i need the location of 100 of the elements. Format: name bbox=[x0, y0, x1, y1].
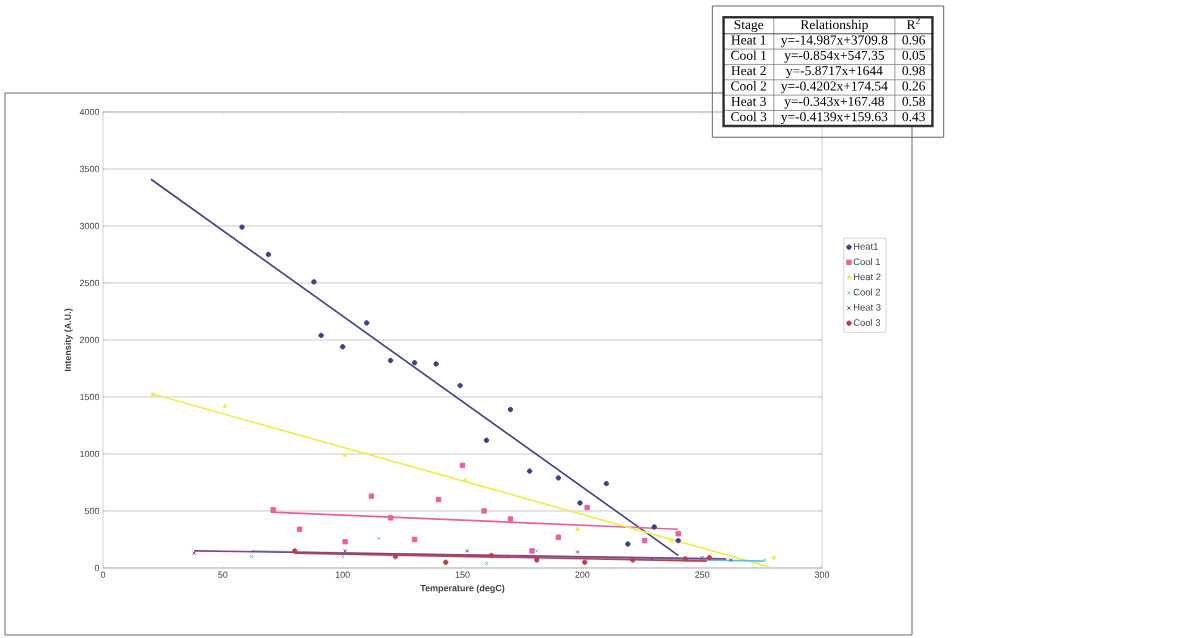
point bbox=[462, 477, 468, 482]
point bbox=[222, 403, 228, 408]
text: Heat 3 bbox=[731, 96, 766, 106]
point bbox=[433, 361, 439, 367]
point bbox=[728, 557, 733, 563]
legend-label: Heat 2 bbox=[853, 273, 881, 281]
text: 0.96 bbox=[902, 35, 926, 45]
y-tick-label: 1500 bbox=[80, 393, 100, 401]
point bbox=[534, 548, 539, 553]
point bbox=[700, 555, 705, 560]
text: 0.26 bbox=[902, 81, 926, 91]
text: Heat 1 bbox=[731, 35, 766, 45]
x-tick-label: 0 bbox=[100, 571, 106, 578]
y-tick-label: 3000 bbox=[79, 222, 100, 230]
point bbox=[392, 553, 399, 560]
point bbox=[481, 508, 487, 514]
point bbox=[457, 382, 463, 389]
point bbox=[339, 344, 346, 350]
text: y=-0.854x+547.35 bbox=[784, 50, 885, 63]
point bbox=[150, 392, 156, 397]
x-tick-label: 100 bbox=[335, 571, 350, 578]
point bbox=[443, 559, 449, 565]
y-tick-label: 500 bbox=[84, 507, 100, 515]
text: Cool 2 bbox=[731, 81, 767, 91]
text: R$^{2}$ bbox=[906, 17, 920, 30]
point bbox=[363, 320, 370, 326]
point bbox=[584, 504, 590, 511]
annotation: Cool 3 bbox=[731, 111, 767, 122]
point bbox=[296, 526, 303, 532]
point bbox=[577, 500, 583, 506]
point bbox=[292, 548, 298, 554]
text: Stage bbox=[734, 20, 764, 32]
point bbox=[625, 541, 631, 547]
point bbox=[668, 537, 674, 543]
legend-label: Cool 2 bbox=[853, 288, 881, 296]
point bbox=[318, 332, 324, 339]
text: 0.98 bbox=[902, 66, 925, 76]
y-tick-label: 3500 bbox=[79, 165, 100, 173]
point bbox=[465, 548, 470, 553]
y-tick-label: 1000 bbox=[80, 450, 100, 458]
point bbox=[582, 559, 588, 565]
text: y=-14.987x+3709.8 bbox=[780, 35, 888, 48]
point bbox=[526, 468, 533, 474]
text: 0.43 bbox=[902, 112, 925, 122]
point bbox=[706, 555, 713, 561]
x-tick-label: 200 bbox=[575, 571, 590, 578]
point bbox=[342, 539, 348, 545]
point bbox=[682, 556, 689, 562]
annotation: y=-0.4139x+159.63 bbox=[780, 112, 888, 125]
point bbox=[343, 548, 348, 553]
x-tick-label: 300 bbox=[814, 571, 830, 578]
text: y=-0.343x+167.48 bbox=[784, 96, 885, 109]
point bbox=[192, 551, 197, 556]
x-axis-title: Temperature (degC) bbox=[420, 584, 505, 594]
point bbox=[387, 515, 394, 521]
point bbox=[507, 406, 514, 413]
point bbox=[534, 557, 540, 563]
point bbox=[239, 224, 245, 230]
y-tick-label: 4000 bbox=[79, 108, 100, 116]
point bbox=[270, 507, 276, 513]
point bbox=[507, 516, 514, 522]
legend-label: Cool 3 bbox=[853, 319, 881, 326]
point bbox=[376, 536, 381, 541]
point bbox=[675, 531, 681, 537]
point bbox=[651, 524, 657, 530]
text: Heat 2 bbox=[731, 66, 766, 76]
legend-label: Heat1 bbox=[853, 243, 878, 250]
text: y=-5.8717x+1644 bbox=[786, 66, 883, 79]
y-axis-title: Intensity (A.U.) bbox=[64, 308, 73, 372]
text: Cool 1 bbox=[731, 50, 767, 60]
point bbox=[265, 251, 272, 258]
x-tick-label: 50 bbox=[218, 571, 228, 578]
point bbox=[641, 537, 648, 544]
legend-label: Heat 3 bbox=[853, 303, 881, 311]
point bbox=[411, 360, 418, 366]
point bbox=[387, 357, 394, 364]
x-tick-label: 150 bbox=[455, 571, 470, 578]
point bbox=[488, 552, 494, 559]
y-tick-label: 0 bbox=[94, 564, 100, 572]
point bbox=[311, 279, 317, 285]
point bbox=[771, 555, 777, 560]
point bbox=[340, 554, 345, 559]
point bbox=[342, 452, 348, 457]
y-tick-label: 2500 bbox=[80, 279, 100, 287]
point bbox=[249, 554, 254, 559]
legend-label: Cool 1 bbox=[853, 258, 881, 266]
point bbox=[555, 534, 562, 540]
y-tick-label: 2000 bbox=[80, 336, 100, 344]
point bbox=[603, 480, 610, 487]
text: 0.05 bbox=[902, 50, 925, 60]
point bbox=[529, 548, 535, 554]
point bbox=[483, 437, 490, 443]
point bbox=[575, 549, 580, 555]
point bbox=[629, 557, 636, 563]
text: y=-0.4202x+174.54 bbox=[780, 81, 888, 94]
point bbox=[484, 561, 489, 566]
point bbox=[368, 493, 375, 499]
text: Relationship bbox=[800, 19, 868, 32]
text: 0.58 bbox=[902, 96, 925, 106]
x-tick-label: 250 bbox=[695, 571, 710, 578]
